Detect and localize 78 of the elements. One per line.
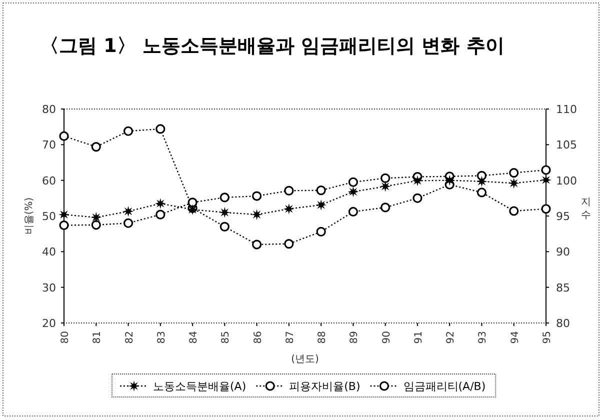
y2-tick-label: 90 [556,246,570,259]
x-tick-label: 86 [252,331,264,344]
point [316,186,326,196]
point [348,186,359,198]
y-tick-label: 40 [42,246,56,259]
point [509,206,519,216]
x-tick-label: 92 [446,331,457,344]
point [509,168,519,178]
y2-tick-label: 80 [556,317,570,330]
point [90,212,102,223]
x-tick-label: 89 [349,331,360,344]
point [284,239,294,249]
point [154,198,166,210]
point [476,176,488,187]
point [348,177,358,187]
point [220,222,230,232]
point [444,174,456,186]
x-tick-label: 90 [381,331,392,344]
x-tick-label: 93 [478,331,489,344]
point [59,220,69,230]
point [284,186,294,196]
point [156,210,166,220]
point [412,175,423,186]
point [123,126,134,136]
point [91,220,101,230]
point [122,206,134,217]
y-tick-label: 50 [42,210,56,223]
y-tick-label: 20 [42,317,56,330]
point [252,191,262,201]
x-tick-label: 82 [124,331,136,344]
legend-label: 피용자비율(B) [289,380,360,393]
point [219,206,230,218]
x-tick-label: 80 [60,331,71,344]
point [123,218,134,228]
y-tick-label: 80 [42,103,56,116]
x-tick-label: 95 [542,331,553,344]
y2-tick-label: 100 [556,174,577,188]
point [476,188,487,198]
point [220,192,230,202]
point [156,124,166,134]
x-tick-label: 94 [510,331,521,344]
x-tick-label: 85 [220,331,232,344]
chart-title: 〈그림 1〉 노동소득분배율과 임금패리티의 변화 추이 [40,35,504,57]
point [316,226,326,236]
y-tick-label: 60 [42,174,56,188]
legend-label: 노동소득분배율(A) [153,380,246,393]
point [283,203,294,214]
x-tick-label: 87 [284,331,296,344]
point [251,209,262,220]
x-tick-label: 83 [156,331,168,344]
point [541,204,551,214]
point [380,180,391,192]
point [316,199,327,210]
point [348,206,358,217]
point [541,165,551,175]
y-tick-label: 70 [42,138,56,152]
point [59,131,69,141]
y2-tick-label: 110 [556,103,577,116]
y-tick-label: 30 [42,281,56,294]
point [380,202,390,212]
y2-tick-label: 95 [556,210,570,223]
y-axis-title: 비율(%) [24,197,35,235]
x-tick-label: 91 [413,331,424,344]
x-axis-title: (년도) [291,354,319,365]
point [91,142,101,152]
point [188,198,198,208]
y2-axis-title: 지수 [581,197,591,221]
legend-label: 임금패리티(A/B) [403,380,486,393]
point [187,204,198,216]
y2-tick-label: 105 [556,138,577,152]
y2-tick-label: 85 [556,281,570,294]
point [252,240,262,250]
point [412,193,422,203]
x-tick-label: 81 [92,331,104,344]
point [380,173,390,183]
x-tick-label: 88 [317,331,328,344]
x-tick-label: 84 [188,331,200,344]
point [508,178,520,189]
